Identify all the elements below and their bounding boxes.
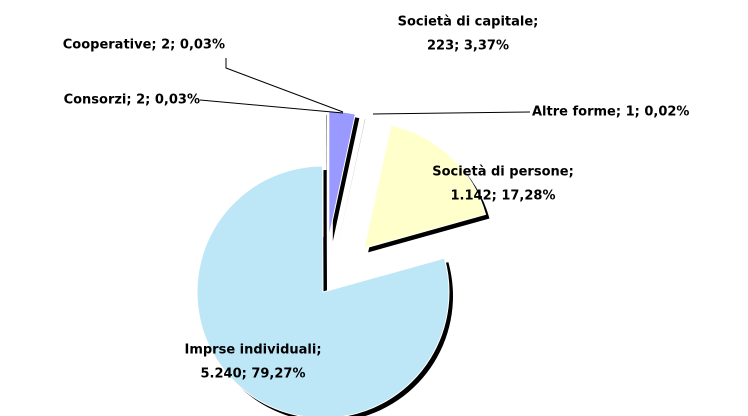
slice-shadow — [338, 119, 366, 243]
leader-line — [199, 99, 344, 114]
slice — [328, 110, 356, 238]
slice — [334, 114, 362, 239]
data-label: Consorzi; 2; 0,03% — [64, 93, 200, 108]
leader-line — [372, 111, 531, 115]
data-label: 223; 3,37% — [427, 39, 509, 54]
slice — [196, 165, 450, 416]
data-label: Cooperative; 2; 0,03% — [63, 38, 225, 53]
data-label: Imprse individuali; — [184, 343, 321, 358]
leader-line — [225, 58, 344, 113]
data-label: 1.142; 17,28% — [451, 189, 556, 204]
slice — [363, 124, 487, 250]
data-label: 5.240; 79,27% — [201, 367, 306, 382]
data-label: Società di capitale; — [398, 15, 539, 30]
data-label: Altre forme; 1; 0,02% — [532, 105, 689, 120]
data-label: Società di persone; — [432, 165, 574, 180]
